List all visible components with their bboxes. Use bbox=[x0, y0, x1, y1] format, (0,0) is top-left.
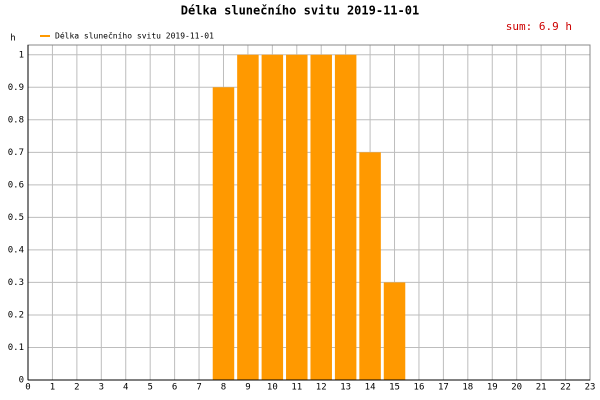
bar bbox=[383, 282, 406, 380]
y-tick-label: 0.9 bbox=[8, 83, 24, 93]
x-tick-label: 20 bbox=[511, 383, 522, 393]
x-tick-label: 15 bbox=[389, 383, 400, 393]
x-tick-label: 4 bbox=[123, 383, 128, 393]
x-tick-label: 2 bbox=[74, 383, 79, 393]
x-tick-label: 0 bbox=[25, 383, 30, 393]
x-tick-label: 23 bbox=[585, 383, 596, 393]
bar bbox=[286, 54, 308, 380]
bar bbox=[237, 54, 259, 380]
x-tick-label: 10 bbox=[267, 383, 278, 393]
bar bbox=[212, 87, 235, 380]
y-tick-label: 0.4 bbox=[8, 245, 24, 255]
x-tick-label: 8 bbox=[221, 383, 226, 393]
bar bbox=[261, 54, 284, 380]
x-tick-label: 9 bbox=[245, 383, 250, 393]
x-tick-label: 16 bbox=[414, 383, 425, 393]
x-tick-label: 22 bbox=[560, 383, 571, 393]
x-tick-label: 3 bbox=[99, 383, 104, 393]
y-tick-label: 0 bbox=[19, 376, 24, 386]
y-tick-label: 0.3 bbox=[8, 278, 24, 288]
y-tick-label: 1 bbox=[19, 50, 24, 60]
x-tick-label: 5 bbox=[147, 383, 152, 393]
bar bbox=[359, 152, 381, 380]
x-tick-label: 18 bbox=[462, 383, 473, 393]
x-tick-label: 12 bbox=[316, 383, 327, 393]
y-tick-label: 0.8 bbox=[8, 115, 24, 125]
x-tick-label: 13 bbox=[340, 383, 351, 393]
y-axis-label: h bbox=[10, 34, 15, 44]
x-tick-label: 17 bbox=[438, 383, 449, 393]
x-tick-label: 19 bbox=[487, 383, 498, 393]
y-tick-label: 0.2 bbox=[8, 310, 24, 320]
y-tick-label: 0.7 bbox=[8, 148, 24, 158]
annotation: sum: 6.9 h bbox=[506, 20, 572, 33]
x-tick-label: 14 bbox=[365, 383, 376, 393]
x-tick-label: 6 bbox=[172, 383, 177, 393]
x-tick-label: 1 bbox=[50, 383, 55, 393]
bar bbox=[310, 54, 332, 380]
y-tick-label: 0.1 bbox=[8, 343, 24, 353]
x-tick-label: 21 bbox=[536, 383, 547, 393]
y-tick-label: 0.5 bbox=[8, 213, 24, 223]
legend-label: Délka slunečního svitu 2019-11-01 bbox=[55, 31, 214, 41]
bar bbox=[334, 54, 357, 380]
x-tick-label: 11 bbox=[291, 383, 302, 393]
chart-title: Délka slunečního svitu 2019-11-01 bbox=[181, 4, 419, 18]
y-tick-label: 0.6 bbox=[8, 180, 24, 190]
x-tick-label: 7 bbox=[196, 383, 201, 393]
